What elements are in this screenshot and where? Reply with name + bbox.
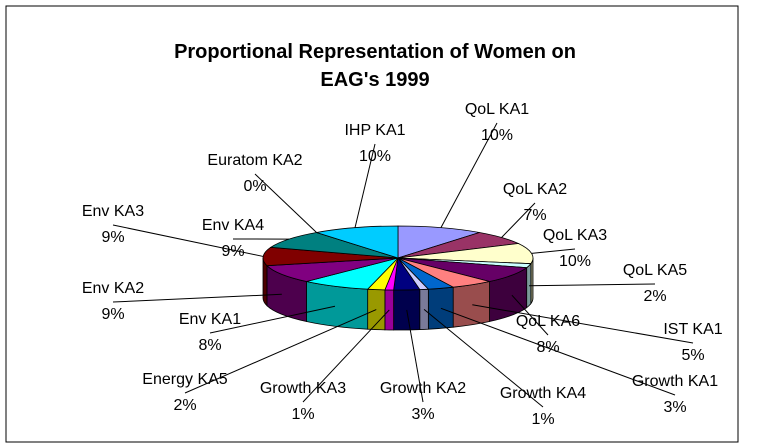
- slice: [269, 232, 399, 259]
- slice: [397, 225, 480, 259]
- leader-line: [531, 248, 576, 254]
- slice-label: QoL KA6: [516, 313, 580, 330]
- leader-line: [254, 173, 317, 233]
- leader-line: [501, 202, 536, 238]
- slice-value-label: 3%: [411, 406, 434, 423]
- slice-value-label: 10%: [359, 148, 391, 165]
- slice-label: Growth KA3: [260, 380, 346, 397]
- slice-value-label: 7%: [523, 207, 546, 224]
- slice-value-label: 5%: [681, 347, 704, 364]
- leader-line: [184, 309, 377, 394]
- slice-label: IST KA1: [663, 321, 722, 338]
- leader-line: [472, 304, 694, 344]
- slice-value-label: 9%: [221, 243, 244, 260]
- slice-label: Env KA4: [202, 217, 264, 234]
- slice-label: Growth KA4: [500, 385, 586, 402]
- leader-line: [440, 307, 676, 396]
- slice-value-label: 8%: [536, 339, 559, 356]
- slice-value-label: 9%: [101, 229, 124, 246]
- slice-label: Growth KA1: [632, 373, 718, 390]
- slice-value-label: 8%: [198, 337, 221, 354]
- slice-label: Env KA1: [179, 311, 241, 328]
- slice-label: QoL KA5: [623, 262, 687, 279]
- leader-line: [406, 309, 424, 403]
- slice-value-label: 9%: [101, 306, 124, 323]
- slice-label: IHP KA1: [344, 122, 405, 139]
- slice-value-label: 0%: [243, 178, 266, 195]
- leader-line: [112, 224, 264, 257]
- leader-line: [302, 309, 390, 403]
- leader-line: [440, 122, 498, 228]
- slice-label: QoL KA3: [543, 227, 607, 244]
- slice-value-label: 1%: [531, 411, 554, 428]
- slice-label: QoL KA1: [465, 101, 529, 118]
- slice-value-label: 10%: [481, 127, 513, 144]
- slice-label: Growth KA2: [380, 380, 466, 397]
- chart-title: Proportional Representation of Women on …: [174, 41, 576, 91]
- chart-frame: [5, 5, 739, 443]
- leader-line: [112, 293, 282, 303]
- slice-label: Energy KA5: [142, 371, 227, 388]
- slice-side: [393, 289, 421, 331]
- slice-value-label: 10%: [559, 253, 591, 270]
- slice-side: [419, 288, 429, 330]
- slice-value-label: 2%: [643, 288, 666, 305]
- leader-line: [209, 305, 336, 334]
- slice-value-label: 1%: [291, 406, 314, 423]
- slice-side: [452, 281, 490, 328]
- slice-value-label: 2%: [173, 397, 196, 414]
- slice-label: QoL KA2: [503, 181, 567, 198]
- leader-line: [423, 309, 544, 408]
- slice-label: Env KA3: [82, 203, 144, 220]
- slice-side: [384, 289, 395, 331]
- slice-label: Env KA2: [82, 280, 144, 297]
- leader-line: [529, 283, 656, 287]
- slice: [316, 225, 399, 259]
- leader-line: [354, 143, 376, 228]
- slice-value-label: 3%: [663, 399, 686, 416]
- slice-label: Euratom KA2: [207, 152, 302, 169]
